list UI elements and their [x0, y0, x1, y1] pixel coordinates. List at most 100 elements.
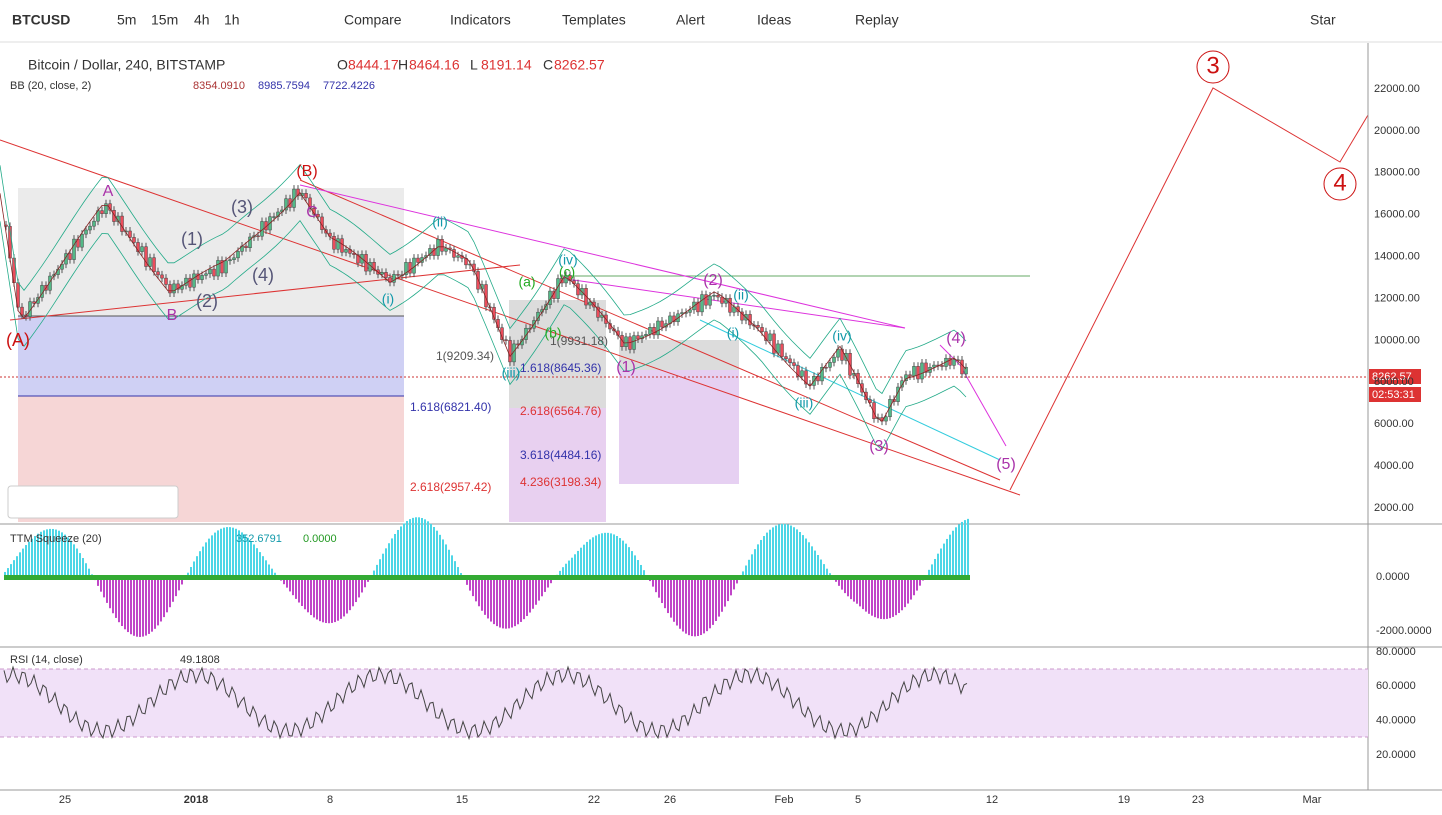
- candle: [337, 239, 340, 250]
- ttm-bar: [796, 529, 798, 577]
- ttm-bar: [79, 553, 81, 577]
- ttm-bar: [955, 527, 957, 577]
- ttm-bar: [451, 555, 453, 577]
- drawing-toolbar[interactable]: [8, 486, 178, 518]
- symbol[interactable]: BTCUSD: [12, 12, 70, 28]
- ttm-bar: [334, 577, 336, 622]
- ttm-bar: [598, 534, 600, 577]
- ttm-bar: [586, 542, 588, 577]
- ttm-bar: [751, 554, 753, 577]
- ttm-bar: [694, 577, 696, 636]
- ttm-bar: [163, 577, 165, 617]
- price-tick-label: 10000.00: [1374, 334, 1420, 346]
- ttm-bar: [865, 577, 867, 612]
- candle: [789, 359, 792, 363]
- ttm-bar: [592, 537, 594, 577]
- ttm-histogram: [4, 517, 970, 637]
- ttm-bar: [391, 538, 393, 577]
- interval-button[interactable]: 15m: [151, 12, 178, 28]
- ttm-bar: [874, 577, 876, 617]
- ttm-bar: [217, 530, 219, 577]
- candle: [681, 313, 684, 314]
- wave-label: (4): [252, 265, 274, 285]
- star-button[interactable]: Star: [1310, 12, 1336, 28]
- ttm-bar: [151, 577, 153, 632]
- toolbar-button[interactable]: Replay: [855, 12, 899, 28]
- date-label: Mar: [1303, 794, 1322, 806]
- ttm-bar: [760, 540, 762, 577]
- ttm-bar: [259, 552, 261, 577]
- ttm-bar: [115, 577, 117, 618]
- ttm-bar: [895, 577, 897, 615]
- candle: [653, 327, 656, 335]
- candle: [165, 278, 168, 284]
- toolbar-button[interactable]: Ideas: [757, 12, 791, 28]
- ttm-bar: [214, 533, 216, 577]
- ohlc-key: C: [543, 57, 553, 73]
- ttm-bar: [352, 577, 354, 606]
- ttm-bar: [343, 577, 345, 616]
- candle: [169, 284, 172, 292]
- legend-title: Bitcoin / Dollar, 240, BITSTAMP: [28, 57, 225, 73]
- date-label: 12: [986, 794, 998, 806]
- candle: [161, 275, 164, 278]
- candle: [157, 272, 160, 275]
- ttm-bar: [73, 544, 75, 577]
- candle: [509, 340, 512, 362]
- candle: [205, 274, 208, 276]
- ttm-bar: [535, 577, 537, 605]
- ttm-bar: [406, 521, 408, 577]
- ttm-bar: [295, 577, 297, 599]
- toolbar-button[interactable]: Templates: [562, 12, 626, 28]
- interval-button[interactable]: 4h: [194, 12, 210, 28]
- candle: [85, 230, 88, 234]
- ttm-bar: [358, 577, 360, 597]
- ttm-bar: [226, 527, 228, 577]
- ttm-bar: [397, 530, 399, 577]
- ttm-bar: [13, 560, 15, 577]
- wave-label: (ii): [733, 287, 749, 303]
- ttm-bar: [778, 524, 780, 577]
- ttm-bar: [490, 577, 492, 622]
- candle: [749, 314, 752, 325]
- candle: [397, 274, 400, 275]
- ttm-bar: [664, 577, 666, 608]
- fib-label: 1.618(6821.40): [410, 400, 491, 414]
- ttm-bar: [337, 577, 339, 621]
- toolbar-button[interactable]: Compare: [344, 12, 402, 28]
- ttm-bar: [577, 551, 579, 577]
- candle: [69, 254, 72, 260]
- wave-label: (iv): [832, 328, 851, 344]
- toolbar-button[interactable]: Indicators: [450, 12, 511, 28]
- wave-label: (ii): [432, 214, 448, 230]
- ttm-bar: [199, 551, 201, 577]
- candle: [237, 251, 240, 258]
- interval-button[interactable]: 1h: [224, 12, 240, 28]
- candle: [833, 357, 836, 362]
- ttm-bar: [625, 544, 627, 577]
- ttm-bar: [172, 577, 174, 602]
- ttm-bar: [499, 577, 501, 628]
- ttm-bar: [487, 577, 489, 618]
- ttm-bar: [943, 544, 945, 577]
- candle: [209, 269, 212, 274]
- ttm-bar: [820, 560, 822, 577]
- ttm-bar: [769, 530, 771, 577]
- ttm-bar: [772, 527, 774, 577]
- ttm-bar: [817, 555, 819, 577]
- ttm-bar: [496, 577, 498, 626]
- interval-button[interactable]: 5m: [117, 12, 136, 28]
- ttm-bar: [124, 577, 126, 629]
- rsi-tick-label: 40.0000: [1376, 715, 1416, 727]
- candle: [657, 321, 660, 335]
- toolbar-button[interactable]: Alert: [676, 12, 705, 28]
- ttm-bar: [883, 577, 885, 619]
- candle: [101, 211, 104, 214]
- ttm-bar: [160, 577, 162, 621]
- ttm-bar: [439, 535, 441, 577]
- candle: [713, 295, 716, 296]
- candle: [409, 262, 412, 273]
- candle: [305, 193, 308, 198]
- wave-label: (5): [996, 456, 1016, 473]
